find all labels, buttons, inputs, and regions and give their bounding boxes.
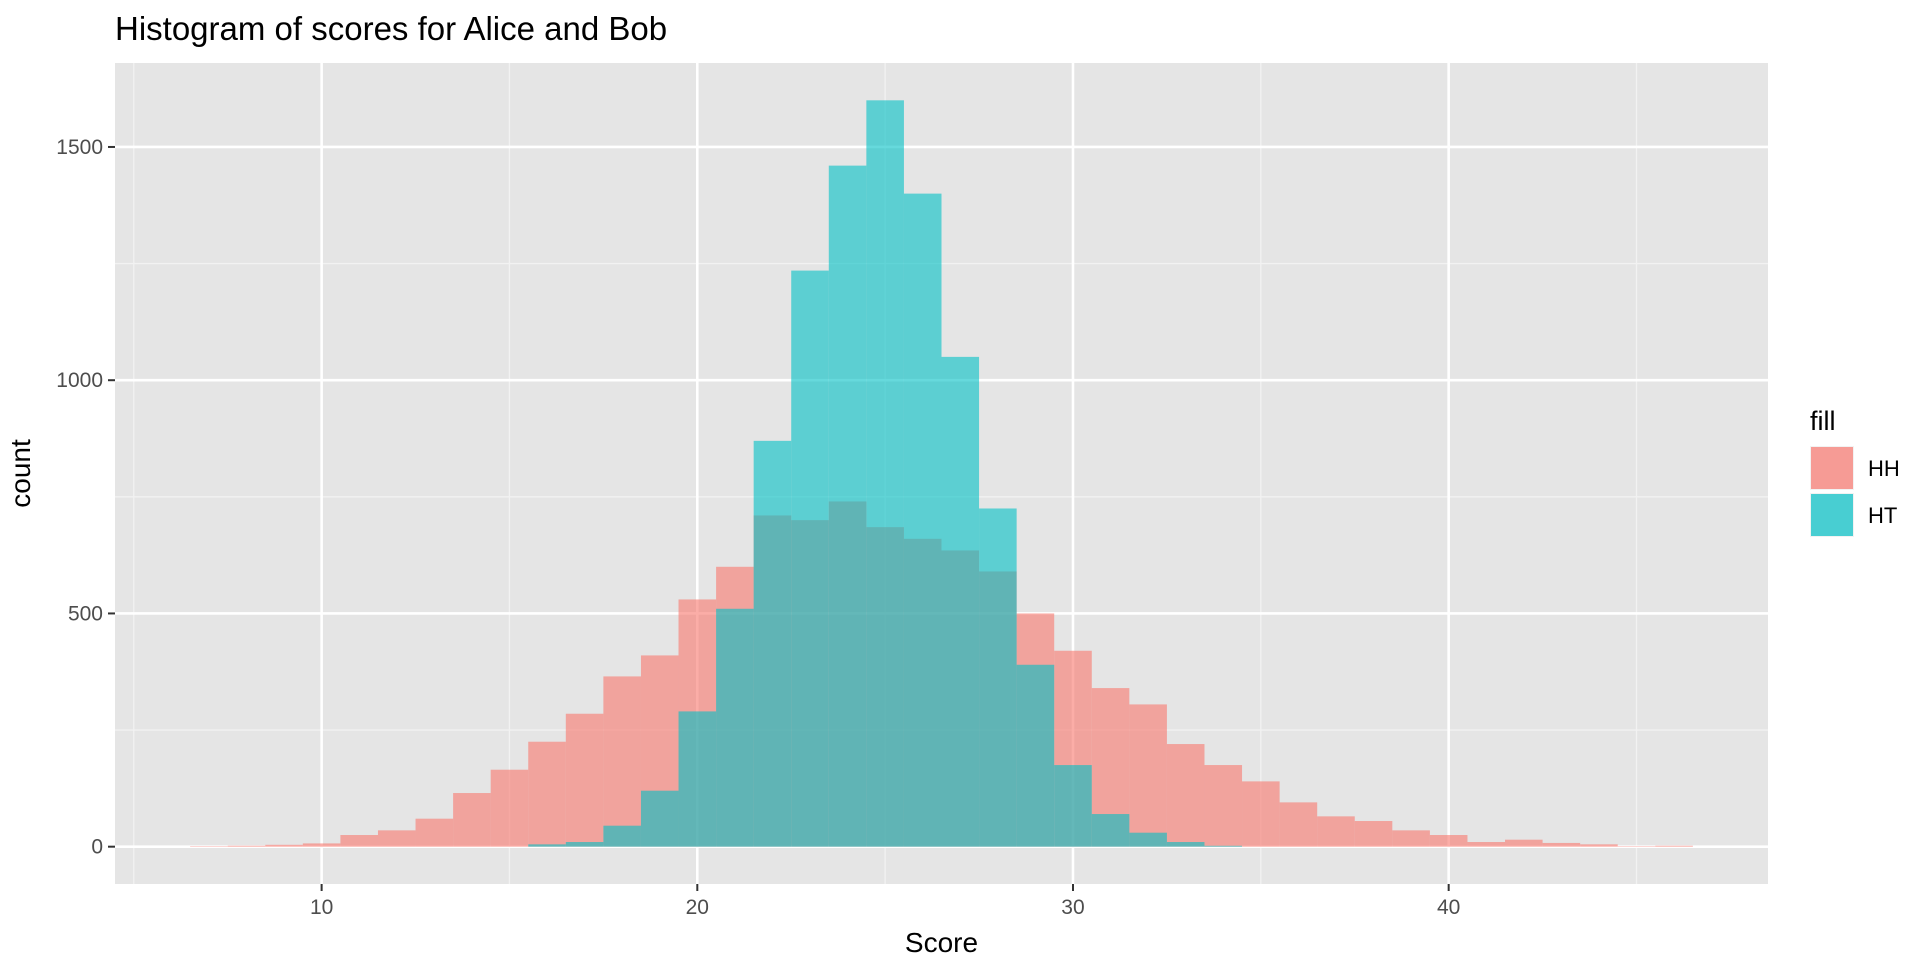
bar-hh <box>566 714 604 847</box>
bar-ht <box>603 826 641 847</box>
bar-hh <box>228 846 266 847</box>
legend-label-ht: HT <box>1868 503 1897 528</box>
bar-hh <box>1204 765 1242 847</box>
y-tick-label: 1500 <box>56 136 103 159</box>
bar-hh <box>1505 840 1543 847</box>
x-tick-label: 10 <box>310 896 333 919</box>
bar-hh <box>1580 844 1618 846</box>
bar-hh <box>265 845 303 847</box>
legend-key-hh <box>1811 447 1853 489</box>
bar-ht <box>528 844 566 846</box>
bar-ht <box>1017 665 1055 847</box>
bar-hh <box>491 770 529 847</box>
bar-hh <box>1355 821 1393 847</box>
x-axis-title: Score <box>905 927 978 958</box>
y-axis-title: count <box>5 439 36 508</box>
bar-ht <box>1054 765 1092 847</box>
x-tick-label: 20 <box>686 896 709 919</box>
bar-hh <box>1467 842 1505 847</box>
bar-hh <box>340 835 378 847</box>
legend-title: fill <box>1810 406 1836 436</box>
bar-hh <box>1430 835 1468 847</box>
bar-hh <box>378 830 416 846</box>
bar-ht <box>791 271 829 847</box>
bar-hh <box>453 793 491 847</box>
bar-ht <box>904 194 942 847</box>
bar-hh <box>603 676 641 846</box>
bar-ht <box>641 791 679 847</box>
y-tick-label: 0 <box>91 836 103 859</box>
bar-ht <box>829 166 867 847</box>
y-tick-label: 1000 <box>56 369 103 392</box>
bar-ht <box>1092 814 1130 847</box>
bar-hh <box>528 742 566 847</box>
bar-ht <box>679 711 717 846</box>
bar-hh <box>1242 781 1280 846</box>
legend-label-hh: HH <box>1868 456 1900 481</box>
bar-hh <box>1543 843 1581 847</box>
bar-hh <box>1167 744 1205 847</box>
bar-hh <box>303 843 341 846</box>
bar-ht <box>716 609 754 847</box>
bar-ht <box>1129 833 1167 847</box>
bar-hh <box>1392 830 1430 846</box>
bar-ht <box>942 357 980 847</box>
x-tick-label: 30 <box>1061 896 1084 919</box>
legend-key-ht <box>1811 494 1853 536</box>
bar-ht <box>866 100 904 846</box>
bar-hh <box>1317 816 1355 846</box>
bar-ht <box>1204 846 1242 847</box>
bar-ht <box>566 842 604 847</box>
bar-ht <box>1167 842 1205 847</box>
bar-hh <box>1280 802 1318 846</box>
bar-hh <box>1655 846 1693 847</box>
bar-hh <box>416 819 454 847</box>
bar-ht <box>754 441 792 847</box>
x-tick-label: 40 <box>1437 896 1460 919</box>
y-tick-label: 500 <box>68 602 103 625</box>
chart-title: Histogram of scores for Alice and Bob <box>115 10 667 47</box>
bar-ht <box>979 508 1017 846</box>
bar-hh <box>1129 704 1167 846</box>
